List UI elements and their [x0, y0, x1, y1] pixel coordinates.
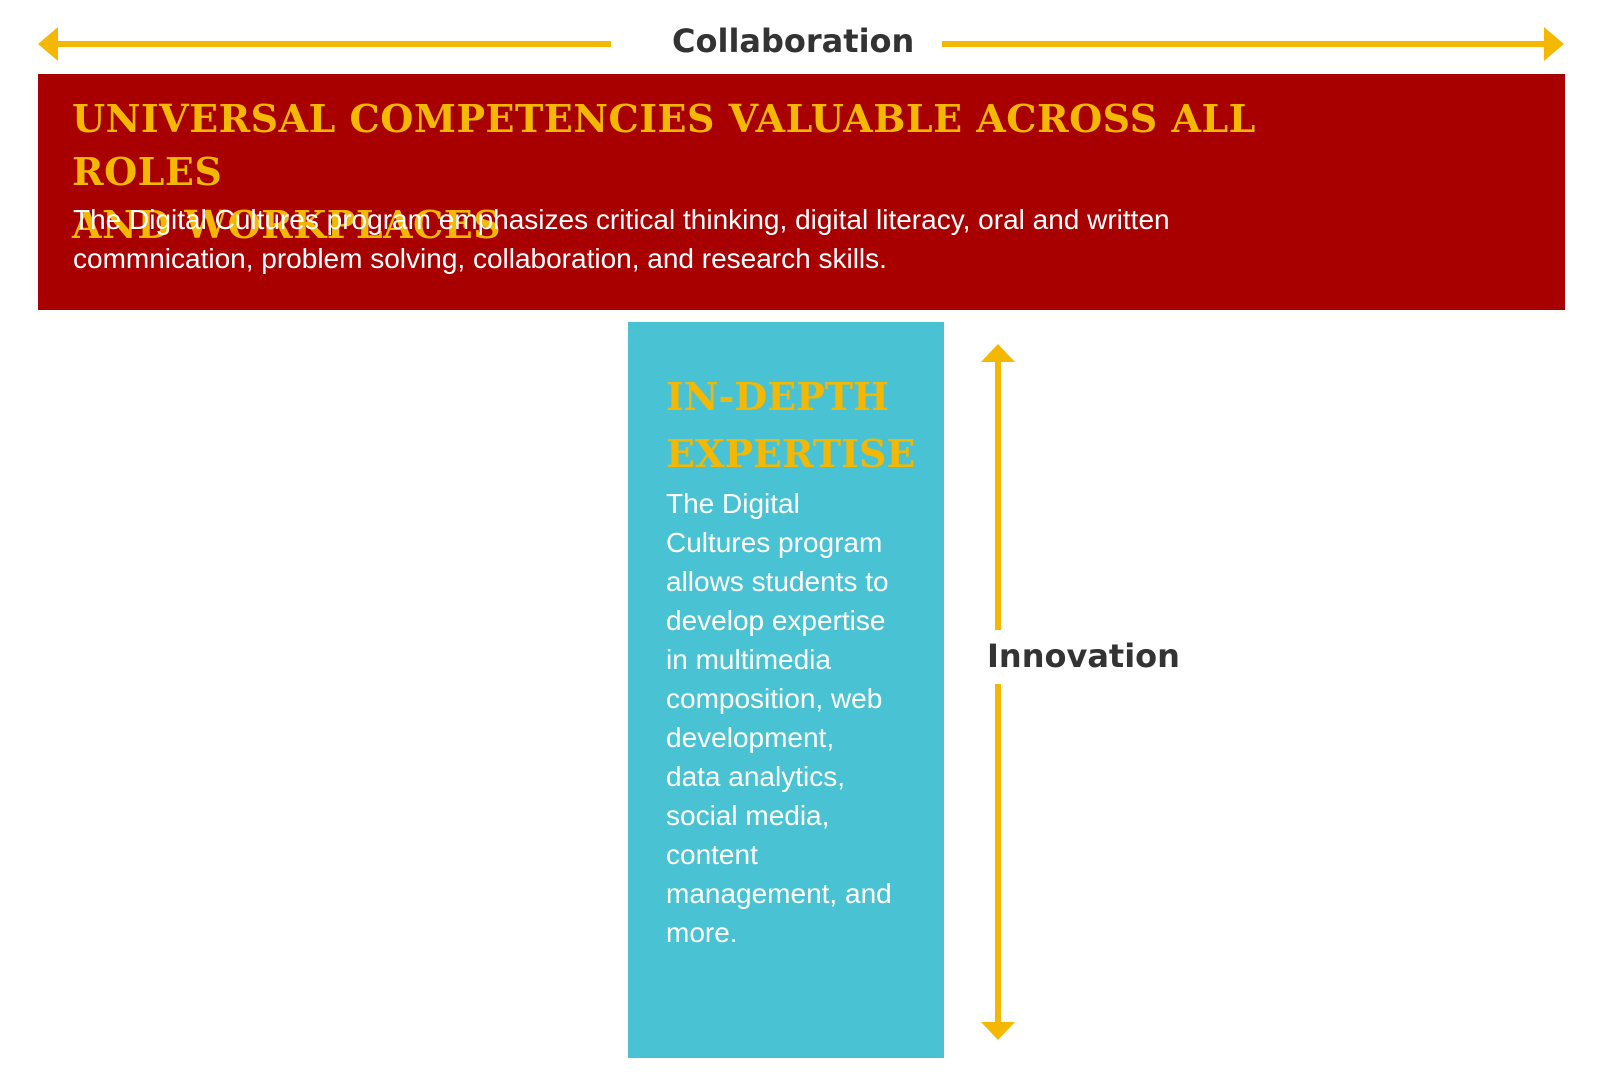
expertise-body-line: social media,	[666, 800, 830, 831]
innovation-arrow-line-top	[995, 360, 1001, 630]
collaboration-arrow-line-right	[942, 41, 1546, 47]
universal-title-line-2: AND WORKPLACES	[72, 202, 502, 247]
expertise-body-line: The Digital	[666, 488, 800, 519]
expertise-body-line: development,	[666, 722, 835, 753]
innovation-arrow-line-bottom	[995, 684, 1001, 1024]
in-depth-expertise-box: IN-DEPTH EXPERTISE The Digital Cultures …	[628, 322, 944, 1058]
universal-body-line-2: commnication, problem solving, collabora…	[73, 243, 887, 274]
expertise-body-line: in multimedia	[666, 644, 831, 675]
arrowhead-up-icon	[981, 344, 1015, 362]
universal-body-line-1: The Digital Cultures program emphasizes …	[73, 204, 1170, 235]
expertise-body-line: composition, web	[666, 683, 883, 714]
universal-competencies-description: The Digital Cultures program emphasizes …	[73, 200, 1313, 278]
expertise-body-line: management, and	[666, 878, 892, 909]
expertise-body-line: more.	[666, 917, 738, 948]
arrowhead-right-icon	[1544, 27, 1564, 61]
in-depth-expertise-title: IN-DEPTH EXPERTISE	[666, 368, 936, 482]
arrowhead-left-icon	[38, 27, 58, 61]
expertise-title-line-1: IN-DEPTH	[666, 374, 889, 419]
collaboration-arrow-line-left	[56, 41, 611, 47]
expertise-body-line: develop expertise	[666, 605, 886, 636]
universal-competencies-banner: UNIVERSAL COMPETENCIES VALUABLE ACROSS A…	[38, 74, 1565, 310]
expertise-title-line-2: EXPERTISE	[666, 431, 916, 476]
universal-competencies-title: UNIVERSAL COMPETENCIES VALUABLE ACROSS A…	[72, 92, 1372, 251]
expertise-body-line: content	[666, 839, 758, 870]
expertise-body-line: Cultures program	[666, 527, 883, 558]
arrowhead-down-icon	[981, 1022, 1015, 1040]
universal-title-line-1: UNIVERSAL COMPETENCIES VALUABLE ACROSS A…	[72, 96, 1256, 194]
expertise-body-line: data analytics,	[666, 761, 845, 792]
in-depth-expertise-description: The Digital Cultures program allows stud…	[666, 484, 928, 952]
innovation-label: Innovation	[987, 637, 1180, 675]
expertise-body-line: allows students to	[666, 566, 889, 597]
collaboration-label: Collaboration	[672, 22, 915, 60]
